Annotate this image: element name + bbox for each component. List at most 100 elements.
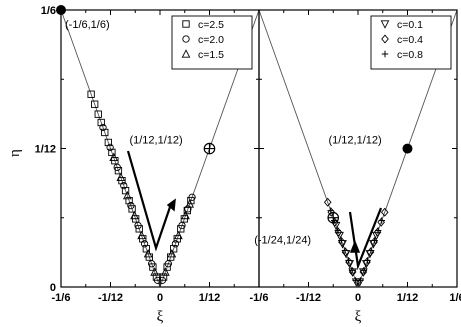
data-point (184, 205, 192, 213)
y-tick-label: 1/12 (35, 144, 56, 156)
data-point (130, 210, 139, 220)
annotation-label: (1/12,1/12) (129, 135, 182, 147)
data-point (178, 221, 186, 230)
legend: c=2.5 c=2.0 c=1.5 (171, 15, 253, 70)
data-point (367, 247, 375, 254)
data-point (116, 172, 126, 181)
left-panel: -1/6 -1/12 0 1/12 0 1/12 1/6 (-1/6,1/6) (1/12,1/… (35, 5, 260, 304)
x-axis-label-right: ξ (355, 309, 362, 325)
x-tick-label: 0 (355, 292, 361, 304)
data-point (378, 217, 385, 224)
legend-label: c=2.5 (198, 19, 224, 31)
x-tick-label: -1/12 (98, 292, 123, 304)
legend: c=0.1 c=0.4 c=0.8 (370, 15, 452, 70)
data-point (345, 257, 352, 264)
data-point (106, 143, 114, 152)
legend-marker (381, 34, 389, 44)
x-tick-label: -1/12 (296, 292, 321, 304)
legend-label: c=0.8 (397, 49, 423, 61)
data-point (152, 273, 161, 281)
data-point (371, 237, 378, 244)
data-point (108, 148, 116, 157)
data-point (114, 167, 123, 175)
data-point (167, 248, 177, 258)
data-point (104, 138, 112, 147)
data-point (143, 248, 153, 258)
data-point (360, 267, 368, 274)
data-point (87, 90, 95, 98)
x-tick-label: 1/12 (199, 292, 220, 304)
data-point (357, 277, 364, 284)
annotation-marker (203, 142, 216, 155)
data-point (374, 227, 382, 234)
data-point (94, 110, 102, 118)
series-c=0.4 (323, 197, 389, 277)
right-panel: -1/6 -1/12 0 1/12 1/6 (1/12,1/12) (-1/24,1/24)… (250, 9, 461, 304)
data-point (341, 247, 349, 254)
data-point (170, 245, 178, 253)
direction-arrow (126, 150, 176, 252)
data-point (171, 240, 180, 248)
data-point (153, 276, 162, 285)
data-point (380, 207, 389, 217)
series-c=1.5 (109, 152, 195, 276)
x-axis-label-left: ξ (157, 309, 164, 325)
data-point (134, 221, 142, 230)
data-point (120, 181, 128, 190)
data-point (159, 273, 168, 281)
data-point (113, 163, 121, 172)
data-point (323, 197, 332, 207)
legend-marker (182, 35, 190, 43)
y-tick-label: 1/6 (41, 5, 56, 17)
x-tick-label: -1/6 (250, 292, 269, 304)
series-c=2.0 (99, 123, 196, 285)
series-c=0.8 (327, 207, 385, 284)
legend-marker (381, 50, 389, 58)
annotation-label: (1/12,1/12) (328, 135, 381, 147)
data-point (338, 237, 345, 244)
legend-label: c=2.0 (198, 34, 224, 46)
data-point (187, 196, 195, 205)
data-point (99, 123, 107, 132)
data-point (174, 230, 183, 240)
annotation-label: (-1/24,1/24) (254, 235, 311, 247)
annotation-marker (327, 211, 340, 224)
data-point (135, 225, 143, 233)
data-point (121, 186, 130, 195)
data-point (163, 263, 171, 271)
data-point (181, 210, 190, 220)
data-point (355, 278, 365, 287)
legend-marker (380, 20, 390, 29)
y-tick-label: 0 (50, 282, 56, 294)
legend-marker (182, 20, 190, 28)
annotation-label: (-1/6,1/6) (65, 19, 110, 31)
data-point (101, 128, 109, 137)
x-tick-label: -1/6 (52, 292, 71, 304)
data-point (348, 267, 356, 274)
data-point (122, 190, 132, 200)
y-axis-label: η (7, 149, 23, 157)
data-point (140, 240, 149, 248)
data-point (158, 276, 167, 285)
annotation-marker (56, 5, 66, 15)
data-point (185, 199, 195, 208)
data-point (142, 245, 150, 253)
data-point (364, 257, 371, 264)
data-point (334, 227, 342, 234)
direction-arrow (348, 207, 383, 271)
x-tick-label: 0 (157, 292, 163, 304)
data-point (127, 201, 135, 210)
data-point (148, 260, 156, 268)
data-point (125, 196, 133, 205)
data-point (177, 225, 185, 233)
data-point (150, 267, 159, 276)
data-point (128, 205, 136, 213)
legend-marker (181, 49, 191, 58)
data-point (97, 118, 105, 127)
annotation-marker (402, 143, 413, 154)
x-tick-label: 1/12 (397, 292, 418, 304)
data-point (149, 263, 157, 271)
series-c=2.5 (87, 90, 195, 281)
data-point (188, 193, 196, 201)
